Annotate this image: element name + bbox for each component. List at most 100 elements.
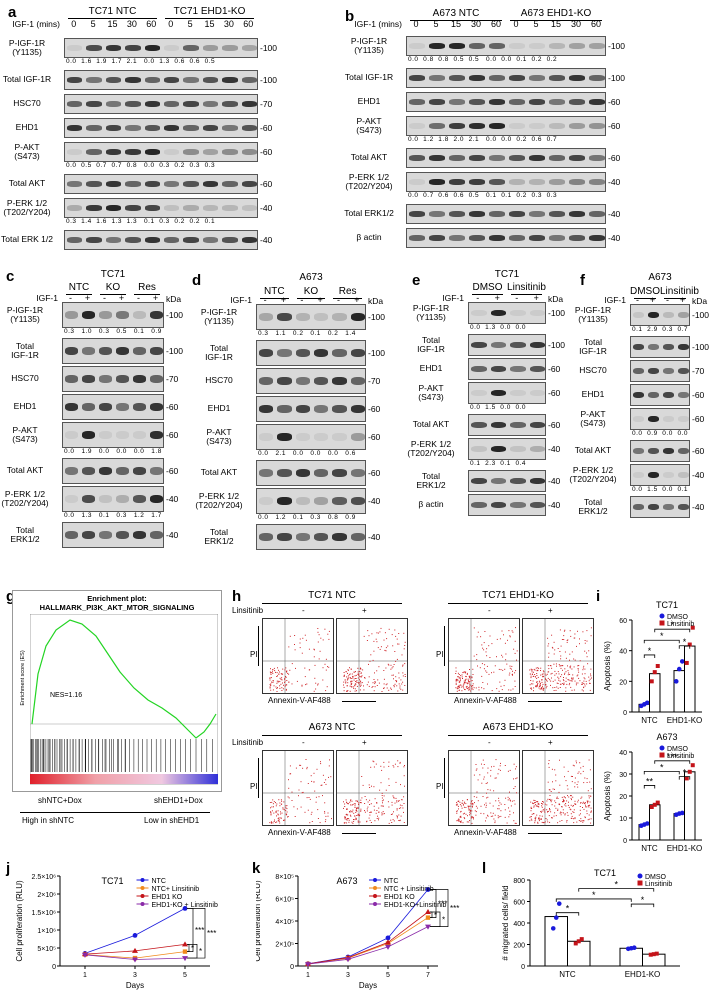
blot-strip bbox=[64, 230, 258, 250]
kda-marker: -60 bbox=[260, 123, 273, 133]
proliferation-chart-a673: A673 0 2×10⁵ 4×10⁵ 6×10⁵ 8×10⁵ 1 3 5 7 Days Cell pr… bbox=[256, 874, 459, 990]
blot-band bbox=[350, 313, 365, 321]
blot-band bbox=[222, 125, 238, 131]
bar bbox=[673, 813, 685, 841]
data-point bbox=[655, 664, 660, 668]
western-blot-panel-a: TC71 NTC TC71 EHD1-KO IGF-1 (mins) 0 5 15 30 60… bbox=[0, 0, 340, 262]
blot-band bbox=[222, 181, 238, 187]
blot-row-label: P-AKT (S473) bbox=[356, 116, 382, 135]
blot-strip bbox=[630, 464, 690, 486]
blot-band bbox=[105, 101, 122, 107]
y-tick-label: 200 bbox=[513, 943, 525, 950]
blot-group-label: KO bbox=[303, 286, 319, 297]
blot-band bbox=[663, 416, 674, 422]
data-point bbox=[425, 915, 431, 920]
blot-strip bbox=[406, 228, 606, 248]
gsea-panel: Enrichment plot: HALLMARK_PI3K_AKT_MTOR_… bbox=[12, 590, 222, 830]
significance-bracket bbox=[555, 898, 632, 902]
data-point bbox=[132, 947, 138, 953]
blot-band bbox=[409, 43, 425, 49]
blot-band bbox=[86, 205, 102, 211]
lane-label: + bbox=[152, 293, 159, 303]
x-tick-label: NTC bbox=[559, 970, 576, 979]
kda-marker: -60 bbox=[548, 420, 561, 430]
blot-band bbox=[202, 125, 219, 131]
blot-band bbox=[65, 431, 78, 439]
blot-band bbox=[241, 149, 257, 155]
blot-band bbox=[150, 467, 163, 475]
quantification-values: 0.0 0.9 0.0 0.0 bbox=[632, 430, 688, 437]
blot-group-label: NTC bbox=[264, 286, 285, 297]
blot-band bbox=[569, 123, 585, 129]
blot-row-label: P-IGF-1R (Y1135) bbox=[412, 303, 450, 322]
quantification-values: 0.0 0.5 0.7 0.7 0.8 0.0 0.3 0.2 0.3 0.3 bbox=[66, 162, 216, 169]
lane-label: 15 bbox=[450, 19, 461, 29]
kda-header: kDa bbox=[166, 294, 182, 304]
blot-band bbox=[529, 342, 545, 348]
blot-band bbox=[332, 533, 347, 541]
lane-label: + bbox=[317, 295, 323, 305]
blot-band bbox=[222, 205, 238, 211]
significance-label: *** bbox=[195, 926, 204, 935]
blot-band bbox=[86, 237, 102, 243]
y-tick-label: 6×10⁵ bbox=[275, 897, 294, 904]
blot-band bbox=[663, 504, 674, 510]
lane-label: - bbox=[636, 295, 639, 305]
y-tick-label: 20 bbox=[619, 679, 627, 686]
blot-band bbox=[164, 125, 180, 131]
blot-band bbox=[490, 310, 506, 316]
data-point bbox=[425, 924, 431, 930]
legend-label: NTC bbox=[384, 878, 398, 885]
lane-label: - bbox=[666, 295, 669, 305]
blot-band bbox=[409, 99, 425, 105]
blot-band bbox=[277, 433, 292, 441]
blot-strip bbox=[62, 302, 164, 328]
quantification-values: 0.1 2.3 0.1 0.4 bbox=[470, 460, 526, 467]
significance-label: * bbox=[648, 646, 652, 656]
quantification-values: 0.0 1.2 1.8 2.0 2.1 0.0 0.0 0.2 0.6 0.7 bbox=[408, 136, 558, 143]
blot-band bbox=[295, 497, 310, 505]
blot-band bbox=[471, 422, 487, 428]
legend-marker bbox=[140, 902, 145, 906]
data-point bbox=[576, 939, 581, 944]
lane-label: 30 bbox=[223, 19, 234, 29]
blot-band bbox=[277, 349, 292, 357]
blot-band bbox=[314, 433, 329, 441]
blot-band bbox=[116, 347, 129, 355]
blot-band bbox=[429, 155, 445, 161]
y-tick-label: 1×10⁶ bbox=[37, 928, 56, 935]
western-blot-panel-d: A673 NTC KO Res IGF-1 - + - + - + kDa P-IGF-1R (Y113… bbox=[192, 268, 412, 578]
blot-band bbox=[549, 75, 565, 81]
y-tick-label: 8×10⁵ bbox=[275, 874, 294, 881]
x-tick-label: 1 bbox=[83, 972, 87, 979]
data-point bbox=[82, 952, 88, 958]
blot-band bbox=[529, 310, 545, 316]
data-point bbox=[676, 666, 682, 672]
blot-band bbox=[529, 155, 545, 161]
significance-bracket bbox=[643, 654, 656, 658]
quantification-values: 0.3 1.0 0.3 0.5 0.1 0.9 bbox=[64, 328, 162, 335]
significance-label: ** bbox=[646, 776, 654, 786]
significance-label: * bbox=[442, 915, 445, 924]
blot-band bbox=[99, 495, 112, 503]
panel-letter-k: k bbox=[252, 860, 261, 877]
gsea-low-label: Low in shEHD1 bbox=[144, 816, 200, 825]
blot-row-label: EHD1 bbox=[15, 122, 39, 132]
blot-band bbox=[569, 155, 585, 161]
gsea-high-label: High in shNTC bbox=[22, 816, 75, 825]
y-tick-label: 600 bbox=[513, 900, 525, 907]
blot-band bbox=[469, 75, 485, 81]
kda-marker: -100 bbox=[260, 75, 278, 85]
blot-band bbox=[429, 211, 445, 217]
blot-row-label: P-ERK 1/2 (T202/Y204) bbox=[3, 198, 51, 217]
blot-strip bbox=[406, 148, 606, 168]
blot-row-label: EHD1 bbox=[581, 389, 605, 399]
blot-row-label: EHD1 bbox=[13, 401, 37, 411]
blot-band bbox=[82, 495, 95, 503]
blot-band bbox=[86, 149, 102, 155]
data-point bbox=[132, 957, 138, 963]
lane-label: 5 bbox=[433, 19, 439, 29]
blot-row-label: P-IGF-1R (Y1135) bbox=[6, 305, 44, 324]
blot-band bbox=[471, 366, 487, 372]
lane-label: + bbox=[679, 295, 686, 305]
